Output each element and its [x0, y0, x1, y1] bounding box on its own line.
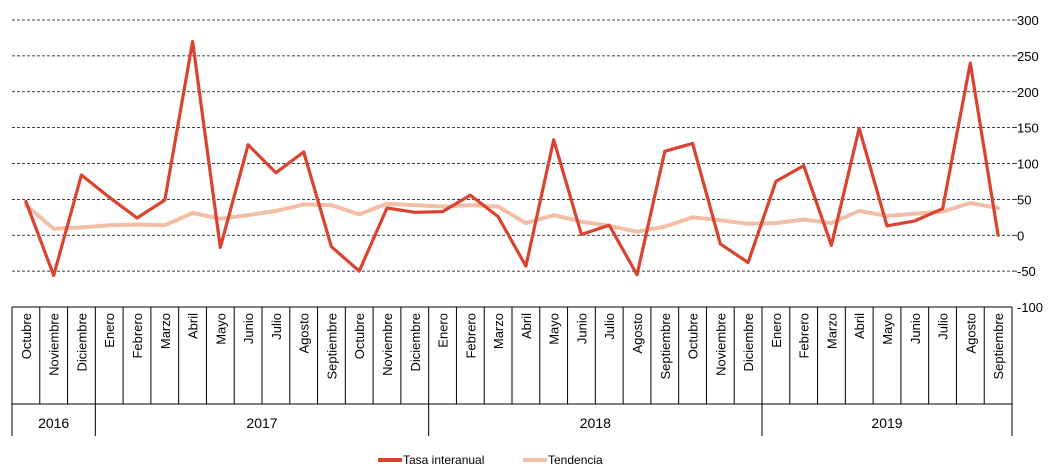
legend-label: Tasa interanual — [403, 453, 484, 467]
month-label: Mayo — [213, 313, 228, 345]
y-tick-label: 0 — [1017, 228, 1024, 243]
month-label: Mayo — [547, 313, 562, 345]
month-label: Abril — [519, 313, 534, 339]
month-label: Junio — [241, 313, 256, 344]
y-tick-label: 200 — [1017, 85, 1039, 100]
month-label: Noviembre — [713, 313, 728, 376]
month-label: Septiembre — [991, 313, 1006, 379]
series-line-tendencia — [23, 201, 1001, 234]
year-label: 2017 — [246, 415, 277, 431]
month-label: Enero — [436, 313, 451, 348]
month-label: Julio — [936, 313, 951, 340]
month-label: Noviembre — [47, 313, 62, 376]
month-label: Marzo — [824, 313, 839, 349]
y-tick-label: 300 — [1017, 13, 1039, 28]
month-label: Mayo — [880, 313, 895, 345]
gridlines — [12, 19, 1012, 272]
month-label: Enero — [769, 313, 784, 348]
y-tick-label: -100 — [1017, 300, 1043, 315]
month-label: Diciembre — [741, 313, 756, 372]
x-axis: Octubre Noviembre Diciembre Enero Febrero Mar… — [11, 306, 1013, 436]
month-label: Noviembre — [380, 313, 395, 376]
month-label: Diciembre — [74, 313, 89, 372]
month-label: Junio — [574, 313, 589, 344]
month-label: Diciembre — [408, 313, 423, 372]
month-label: Agosto — [630, 313, 645, 353]
month-label: Marzo — [491, 313, 506, 349]
month-label: Agosto — [297, 313, 312, 353]
month-label: Febrero — [463, 313, 478, 359]
month-label: Julio — [269, 313, 284, 340]
y-axis: 300 250 200 150 100 50 0 -50 -100 — [1012, 13, 1043, 315]
y-tick-label: -50 — [1017, 264, 1036, 279]
year-label: 2016 — [38, 415, 69, 431]
month-label: Octubre — [19, 313, 34, 359]
month-label: Septiembre — [324, 313, 339, 379]
year-label: 2018 — [580, 415, 611, 431]
y-tick-label: 250 — [1017, 49, 1039, 64]
month-label: Octubre — [686, 313, 701, 359]
month-label: Agosto — [963, 313, 978, 353]
month-label: Marzo — [158, 313, 173, 349]
year-label: 2019 — [871, 415, 902, 431]
y-tick-label: 100 — [1017, 157, 1039, 172]
series-lines — [23, 39, 1001, 277]
month-label: Febrero — [797, 313, 812, 359]
y-tick-label: 50 — [1017, 192, 1031, 207]
month-label: Enero — [102, 313, 117, 348]
legend-label: Tendencia — [548, 453, 603, 467]
month-label: Octubre — [352, 313, 367, 359]
month-label: Abril — [852, 313, 867, 339]
legend: Tasa interanual Tendencia — [378, 453, 603, 467]
month-label: Junio — [908, 313, 923, 344]
series-line-tasa-interanual — [24, 39, 1000, 277]
month-label: Febrero — [130, 313, 145, 359]
month-label: Abril — [186, 313, 201, 339]
y-tick-label: 150 — [1017, 121, 1039, 136]
month-label: Julio — [602, 313, 617, 340]
month-label: Septiembre — [658, 313, 673, 379]
